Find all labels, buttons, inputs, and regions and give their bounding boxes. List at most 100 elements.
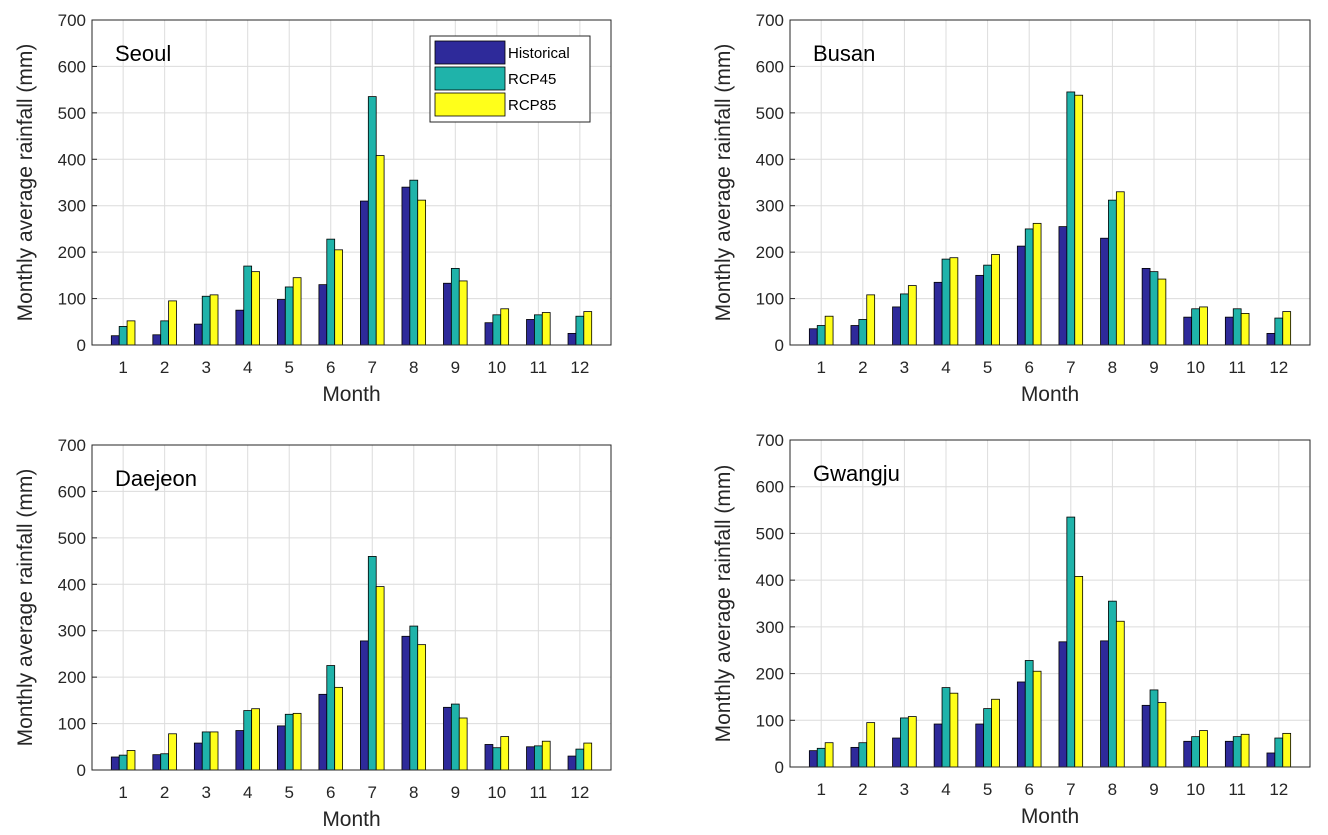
bar-historical-month-3 — [892, 306, 901, 346]
bar-rcp85-month-8 — [417, 199, 427, 346]
bar-rcp85-month-2 — [168, 300, 177, 346]
bar-rcp85-month-8 — [1115, 191, 1125, 346]
y-tick-label: 100 — [58, 290, 86, 309]
bar-historical-month-6 — [1016, 245, 1026, 346]
bar-historical-month-10 — [1183, 740, 1193, 768]
bar-rcp85-month-9 — [1157, 702, 1167, 768]
x-tick-label: 3 — [900, 780, 909, 799]
x-axis-label: Month — [1021, 383, 1079, 406]
bar-historical-month-4 — [933, 723, 943, 768]
bar-rcp45-month-6 — [1024, 228, 1034, 346]
y-tick-label: 400 — [756, 150, 784, 169]
bar-rcp85-month-11 — [541, 312, 551, 346]
bar-historical-month-4 — [235, 309, 245, 346]
bar-historical-month-5 — [276, 725, 286, 771]
bar-historical-month-1 — [110, 335, 120, 346]
bar-rcp85-month-6 — [334, 686, 343, 771]
bar-historical-month-12 — [1266, 752, 1276, 768]
bar-rcp45-month-3 — [201, 295, 211, 346]
bar-rcp45-month-5 — [983, 264, 992, 346]
bar-rcp85-month-1 — [126, 750, 136, 771]
y-axis-label: Monthly average rainfall (mm) — [14, 44, 37, 322]
y-tick-label: 600 — [756, 478, 784, 497]
bar-rcp45-month-12 — [575, 748, 585, 771]
y-tick-label: 600 — [58, 482, 86, 501]
bar-rcp45-month-1 — [118, 754, 128, 771]
x-tick-label: 11 — [1228, 358, 1246, 377]
x-tick-label: 5 — [983, 780, 992, 799]
bar-rcp45-month-10 — [492, 747, 502, 771]
bar-rcp85-month-3 — [907, 716, 917, 768]
x-tick-label: 10 — [487, 783, 506, 802]
bar-historical-month-5 — [975, 723, 985, 768]
x-tick-label: 11 — [530, 358, 548, 377]
panel-title: Daejeon — [115, 466, 197, 491]
bar-historical-month-8 — [401, 186, 411, 346]
x-tick-label: 12 — [570, 358, 589, 377]
bar-rcp45-month-8 — [409, 625, 419, 771]
x-tick-label: 2 — [858, 780, 867, 799]
y-tick-label: 200 — [756, 665, 784, 684]
bar-rcp45-month-11 — [533, 314, 543, 346]
bar-rcp45-month-3 — [201, 731, 211, 771]
y-tick-label: 0 — [775, 758, 784, 777]
bar-rcp85-month-11 — [1240, 313, 1250, 346]
x-tick-label: 5 — [284, 358, 293, 377]
bar-rcp45-month-11 — [1232, 736, 1242, 768]
bar-historical-month-3 — [892, 737, 901, 768]
bar-historical-month-12 — [1266, 332, 1276, 346]
bar-historical-month-2 — [152, 334, 162, 346]
y-tick-label: 600 — [58, 57, 86, 76]
x-tick-label: 5 — [284, 783, 293, 802]
x-tick-label: 1 — [118, 358, 127, 377]
bar-rcp45-month-2 — [858, 742, 868, 768]
x-tick-label: 7 — [1066, 780, 1075, 799]
bar-rcp45-month-11 — [1232, 308, 1242, 346]
bar-rcp45-month-6 — [326, 238, 336, 346]
bar-historical-month-9 — [443, 706, 452, 771]
y-tick-label: 200 — [756, 243, 784, 262]
bar-historical-month-4 — [933, 281, 943, 346]
bar-rcp45-month-12 — [575, 315, 585, 346]
x-tick-label: 12 — [1269, 780, 1288, 799]
bar-historical-month-1 — [808, 328, 818, 346]
y-tick-label: 300 — [756, 618, 784, 637]
bar-rcp85-month-4 — [251, 708, 260, 771]
y-tick-label: 400 — [756, 571, 784, 590]
bar-rcp45-month-5 — [284, 713, 294, 771]
y-tick-label: 0 — [77, 761, 86, 780]
x-tick-label: 10 — [1186, 780, 1205, 799]
bar-rcp85-month-9 — [458, 280, 468, 346]
bar-rcp45-month-7 — [1066, 91, 1076, 346]
bar-rcp85-month-3 — [209, 294, 219, 346]
x-tick-label: 8 — [1108, 780, 1117, 799]
bar-historical-month-11 — [1224, 740, 1234, 768]
bar-rcp45-month-6 — [326, 665, 336, 771]
y-tick-label: 100 — [756, 711, 784, 730]
bar-rcp45-month-11 — [533, 745, 543, 771]
axes-box — [789, 19, 1311, 346]
bar-rcp85-month-8 — [417, 644, 427, 771]
bar-historical-month-1 — [808, 750, 818, 768]
bar-rcp85-month-6 — [334, 249, 343, 346]
x-tick-label: 8 — [409, 358, 418, 377]
bar-rcp45-month-5 — [284, 286, 294, 346]
y-tick-label: 100 — [756, 290, 784, 309]
y-tick-label: 300 — [756, 197, 784, 216]
bar-historical-month-2 — [152, 754, 162, 771]
bar-rcp85-month-6 — [1032, 222, 1042, 346]
bar-rcp45-month-1 — [118, 326, 128, 346]
bar-rcp85-month-12 — [583, 742, 593, 771]
bar-historical-month-2 — [850, 746, 860, 768]
y-tick-label: 700 — [58, 11, 86, 30]
x-tick-label: 2 — [160, 783, 169, 802]
x-tick-label: 3 — [900, 358, 909, 377]
bar-rcp45-month-3 — [900, 293, 909, 346]
bar-rcp85-month-10 — [500, 736, 510, 771]
y-tick-label: 400 — [58, 150, 86, 169]
bar-rcp85-month-10 — [1199, 306, 1208, 346]
bar-rcp45-month-8 — [1108, 600, 1117, 768]
x-tick-label: 2 — [160, 358, 169, 377]
x-tick-label: 4 — [243, 783, 252, 802]
